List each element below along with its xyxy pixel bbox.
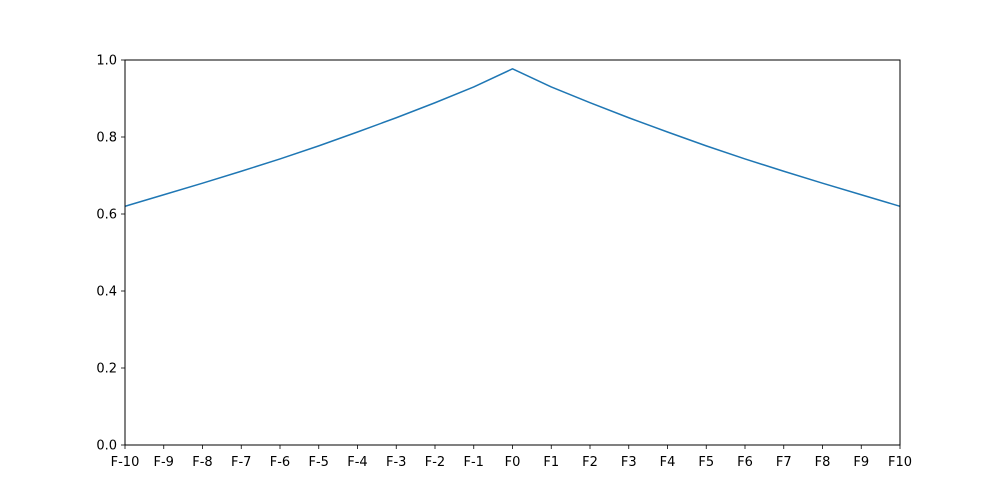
x-tick-label: F7 (776, 455, 792, 470)
x-tick-label: F0 (505, 455, 521, 470)
y-tick-label: 0.2 (96, 362, 117, 377)
x-tick-label: F-5 (309, 455, 329, 470)
y-tick-label: 0.4 (96, 285, 117, 300)
x-axis: F-10 F-9 F-8 F-7 F-6 F-5 F-4 F-3 F-2 F-1 F0 F1 F2 F3 F… (111, 445, 912, 470)
y-tick-label: 1.0 (96, 54, 117, 69)
x-tick-label: F4 (660, 455, 676, 470)
x-tick-label: F8 (815, 455, 831, 470)
x-tick-label: F9 (853, 455, 869, 470)
x-tick-label: F10 (888, 455, 912, 470)
y-tick-label: 0.6 (96, 208, 117, 223)
x-tick-label: F-9 (154, 455, 174, 470)
x-tick-label: F2 (582, 455, 598, 470)
x-tick-label: F3 (621, 455, 637, 470)
plot-area (124, 68, 901, 208)
y-axis: 0.0 0.2 0.4 0.6 0.8 1.0 (96, 54, 125, 454)
x-tick-label: F-4 (347, 455, 367, 470)
x-tick-label: F-10 (111, 455, 140, 470)
series-line-0 (124, 68, 901, 208)
x-tick-label: F1 (543, 455, 559, 470)
y-tick-label: 0.8 (96, 131, 117, 146)
x-tick-label: F-6 (270, 455, 290, 470)
x-tick-label: F-8 (192, 455, 212, 470)
x-tick-label: F-3 (386, 455, 406, 470)
x-tick-label: F-2 (425, 455, 445, 470)
x-tick-label: F6 (737, 455, 753, 470)
y-tick-label: 0.0 (96, 439, 117, 454)
x-tick-label: F5 (698, 455, 714, 470)
axes-frame (124, 59, 901, 446)
x-tick-label: F-7 (231, 455, 251, 470)
x-tick-label: F-1 (464, 455, 484, 470)
